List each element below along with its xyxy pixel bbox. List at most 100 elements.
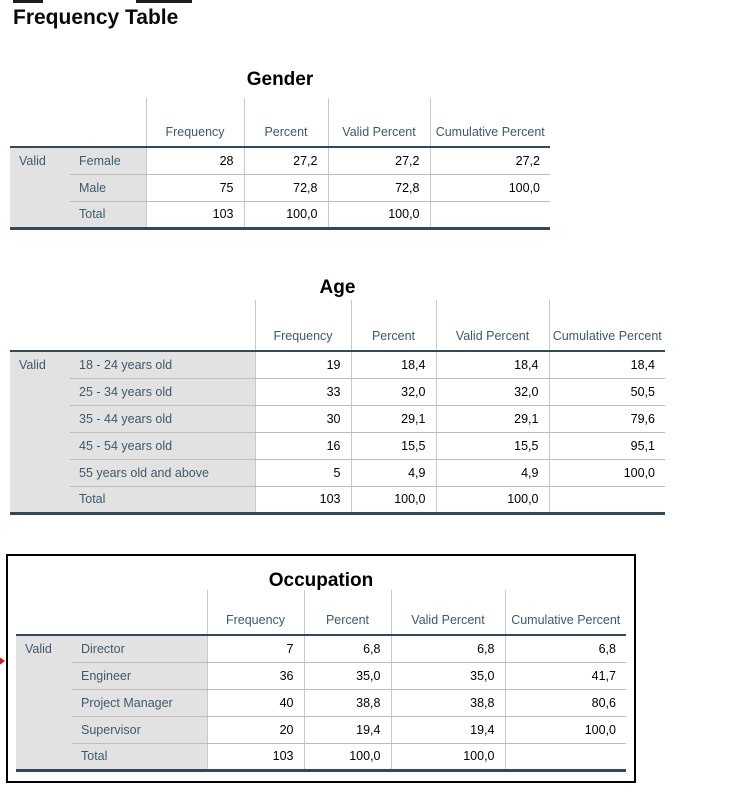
row-label: Total [72, 743, 207, 772]
row-label: Engineer [72, 662, 207, 690]
data-cell: 29,1 [350, 405, 436, 433]
occupation-table-grid: Frequency Percent Valid Percent Cumulative … [16, 590, 626, 772]
table-row: 25 - 34 years old 33 32,0 32,0 50,5 [10, 378, 665, 406]
data-cell: 29,1 [435, 405, 549, 433]
valid-stub-label: Valid [16, 635, 72, 772]
data-cell: 19 [254, 351, 351, 379]
gender-table-title: Gender [246, 69, 314, 90]
data-cell: 72,8 [327, 174, 430, 202]
row-label: Female [70, 147, 146, 175]
table-row: 35 - 44 years old 30 29,1 29,1 79,6 [10, 405, 665, 433]
data-cell: 80,6 [504, 689, 626, 717]
table-row: 55 years old and above 5 4,9 4,9 100,0 [10, 459, 665, 487]
column-header: Cumulative Percent [548, 300, 665, 352]
data-cell: 36 [206, 662, 304, 690]
data-cell: 4,9 [435, 459, 549, 487]
data-cell: 100,0 [429, 174, 550, 202]
column-header: Frequency [254, 300, 351, 352]
data-cell: 27,2 [243, 147, 328, 175]
row-label: Director [72, 635, 207, 663]
data-cell: 27,2 [327, 147, 430, 175]
data-cell: 6,8 [390, 635, 505, 663]
row-label: Supervisor [72, 716, 207, 744]
stub-header-spacer [10, 98, 146, 148]
age-table-grid: Frequency Percent Valid Percent Cumulative … [10, 300, 665, 515]
occupation-table-title: Occupation [268, 570, 374, 591]
data-cell: 72,8 [243, 174, 328, 202]
stub-header-spacer [10, 300, 255, 352]
clipped-content-artifact [136, 0, 192, 3]
table-row: Engineer 36 35,0 35,0 41,7 [16, 662, 626, 690]
data-cell: 50,5 [548, 378, 665, 406]
data-cell: 103 [254, 486, 351, 515]
stub-header-spacer [16, 590, 207, 636]
table-row: Total 103 100,0 100,0 [16, 743, 626, 772]
table-row: Supervisor 20 19,4 19,4 100,0 [16, 716, 626, 744]
data-cell: 18,4 [350, 351, 436, 379]
table-row: Valid Female 28 27,2 27,2 27,2 [10, 147, 550, 230]
row-label: 45 - 54 years old [70, 432, 255, 460]
row-label: Project Manager [72, 689, 207, 717]
data-cell: 95,1 [548, 432, 665, 460]
gender-frequency-table[interactable]: Gender Frequency Percent Valid Percent Cumu… [10, 70, 550, 230]
data-cell: 100,0 [327, 201, 430, 230]
data-cell: 103 [206, 743, 304, 772]
column-header: Valid Percent [435, 300, 549, 352]
data-cell: 100,0 [350, 486, 436, 515]
data-cell [504, 743, 626, 772]
data-cell: 20 [206, 716, 304, 744]
column-header: Percent [303, 590, 391, 636]
data-cell: 103 [145, 201, 244, 230]
data-cell: 6,8 [504, 635, 626, 663]
data-cell: 19,4 [303, 716, 391, 744]
column-header: Frequency [206, 590, 304, 636]
column-header: Percent [243, 98, 328, 148]
data-cell: 5 [254, 459, 351, 487]
page-title: Frequency Table [13, 6, 179, 29]
data-cell: 35,0 [303, 662, 391, 690]
data-cell: 100,0 [548, 459, 665, 487]
row-label: 18 - 24 years old [70, 351, 255, 379]
occupation-frequency-table[interactable]: Occupation Frequency Percent Valid Percent… [16, 570, 626, 772]
gender-table-grid: Frequency Percent Valid Percent Cumulative … [10, 98, 550, 230]
column-header: Valid Percent [390, 590, 505, 636]
data-cell: 33 [254, 378, 351, 406]
column-header: Frequency [145, 98, 244, 148]
clipped-content-artifact [13, 0, 43, 3]
row-label: 35 - 44 years old [70, 405, 255, 433]
data-cell: 100,0 [504, 716, 626, 744]
data-cell: 32,0 [435, 378, 549, 406]
row-label: Male [70, 174, 146, 202]
age-frequency-table[interactable]: Age Frequency Percent Valid Percent Cumulat… [10, 278, 665, 515]
data-cell: 100,0 [303, 743, 391, 772]
data-cell: 4,9 [350, 459, 436, 487]
data-cell: 32,0 [350, 378, 436, 406]
data-cell: 27,2 [429, 147, 550, 175]
row-label: Total [70, 486, 255, 515]
data-cell: 100,0 [243, 201, 328, 230]
row-label: 25 - 34 years old [70, 378, 255, 406]
table-row: 45 - 54 years old 16 15,5 15,5 95,1 [10, 432, 665, 460]
data-cell: 75 [145, 174, 244, 202]
data-cell: 7 [206, 635, 304, 663]
table-row: Total 103 100,0 100,0 [10, 201, 550, 230]
data-cell: 18,4 [548, 351, 665, 379]
data-cell: 15,5 [435, 432, 549, 460]
data-cell: 30 [254, 405, 351, 433]
data-cell: 38,8 [303, 689, 391, 717]
table-row: Male 75 72,8 72,8 100,0 [10, 174, 550, 202]
column-header: Cumulative Percent [429, 98, 550, 148]
data-cell: 6,8 [303, 635, 391, 663]
data-cell: 100,0 [390, 743, 505, 772]
table-row: Valid Director 7 6,8 6,8 6,8 [16, 635, 626, 772]
table-row: Project Manager 40 38,8 38,8 80,6 [16, 689, 626, 717]
column-header: Percent [350, 300, 436, 352]
data-cell: 41,7 [504, 662, 626, 690]
valid-stub-label: Valid [10, 351, 70, 515]
selection-box[interactable]: Occupation Frequency Percent Valid Percent… [6, 554, 636, 783]
table-row: Valid 18 - 24 years old 19 18,4 18,4 18,4 [10, 351, 665, 515]
selection-marker-icon [0, 656, 5, 666]
column-header: Valid Percent [327, 98, 430, 148]
data-cell: 18,4 [435, 351, 549, 379]
